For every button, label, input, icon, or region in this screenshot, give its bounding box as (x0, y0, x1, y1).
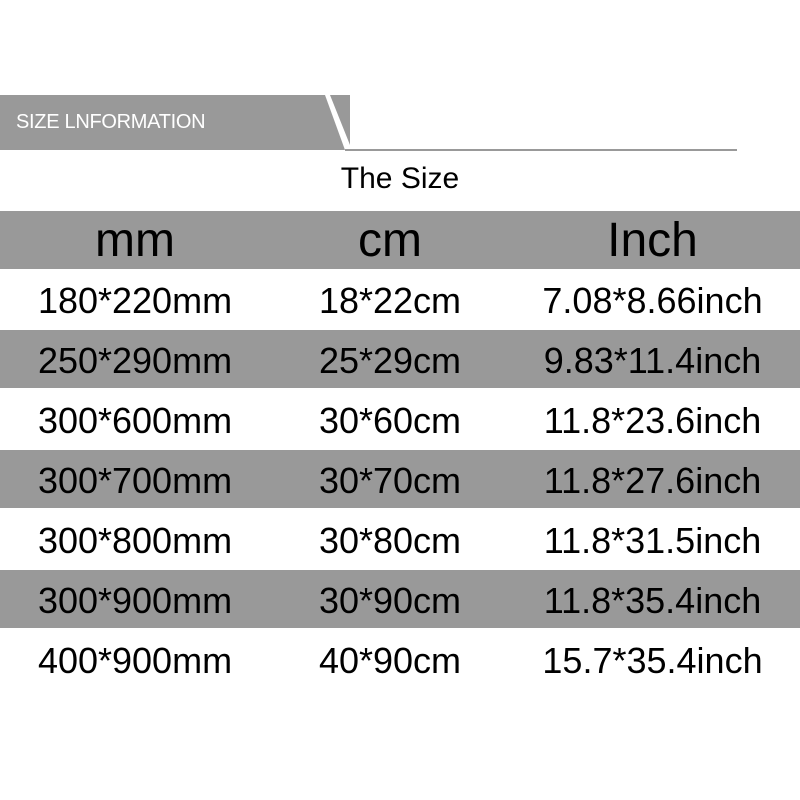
table-title: The Size (340, 162, 460, 195)
cell-mm: 400*900mm (37, 640, 233, 681)
cell-cm: 40*90cm (318, 640, 462, 681)
cell-inch: 11.8*35.4inch (543, 580, 762, 621)
cell-cm: 30*90cm (318, 580, 462, 621)
table-row: 250*290mm 25*29cm 9.83*11.4inch (0, 330, 800, 388)
cell-inch: 11.8*23.6inch (543, 400, 762, 441)
cell-inch: 11.8*27.6inch (543, 460, 762, 501)
cell-mm: 180*220mm (37, 280, 233, 321)
table-row: 180*220mm 18*22cm 7.08*8.66inch (0, 270, 800, 328)
cell-mm: 250*290mm (37, 340, 233, 381)
cell-cm: 25*29cm (318, 340, 462, 381)
cell-cm: 30*60cm (318, 400, 462, 441)
table-row: 300*800mm 30*80cm 11.8*31.5inch (0, 510, 800, 568)
cell-cm: 18*22cm (318, 280, 462, 321)
cell-mm: 300*700mm (37, 460, 233, 501)
header-mm: mm (95, 214, 175, 267)
table-row: 300*700mm 30*70cm 11.8*27.6inch (0, 450, 800, 508)
table-row: 300*900mm 30*90cm 11.8*35.4inch (0, 570, 800, 628)
cell-mm: 300*800mm (37, 520, 233, 561)
cell-inch: 11.8*31.5inch (543, 520, 762, 561)
banner-graphic (0, 95, 737, 151)
table-row: 300*600mm 30*60cm 11.8*23.6inch (0, 390, 800, 448)
cell-inch: 7.08*8.66inch (542, 280, 763, 321)
cell-inch: 15.7*35.4inch (542, 640, 763, 681)
header-inch: Inch (607, 214, 698, 267)
table-header: mm cm Inch (0, 211, 800, 269)
table-row: 400*900mm 40*90cm 15.7*35.4inch (0, 630, 800, 688)
cell-cm: 30*70cm (318, 460, 462, 501)
banner-label: SIZE LNFORMATION (16, 111, 206, 133)
cell-mm: 300*900mm (37, 580, 233, 621)
header-cm: cm (358, 214, 422, 267)
cell-inch: 9.83*11.4inch (543, 340, 762, 381)
cell-mm: 300*600mm (37, 400, 233, 441)
cell-cm: 30*80cm (318, 520, 462, 561)
